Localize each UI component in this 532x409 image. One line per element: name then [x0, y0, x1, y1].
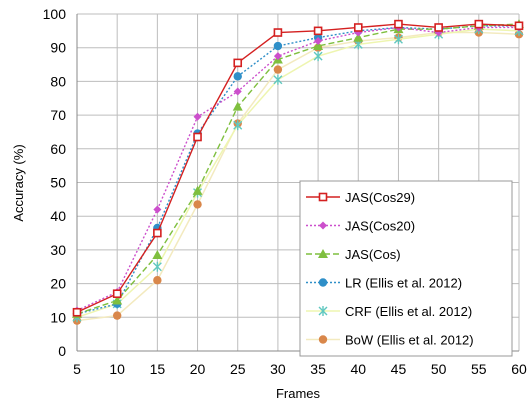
- legend-marker: [318, 278, 328, 287]
- y-tick-label: 100: [43, 6, 67, 22]
- y-tick-label: 80: [50, 73, 66, 89]
- data-point: [152, 261, 162, 272]
- series-line: [76, 23, 520, 315]
- x-tick-label: 45: [391, 361, 407, 377]
- y-tick-labels: 0 10 20 30 40 50 60 70 80 90 100: [43, 6, 67, 359]
- y-tick-label: 10: [50, 309, 66, 325]
- legend-label: BoW (Ellis et al. 2012): [345, 333, 474, 348]
- data-point: [112, 295, 123, 305]
- data-point: [393, 34, 403, 45]
- y-tick-label: 0: [58, 343, 66, 359]
- legend-label: JAS(Cos): [345, 247, 401, 262]
- legend-label: JAS(Cos29): [345, 190, 415, 205]
- data-point: [353, 23, 363, 32]
- legend-entry-2: JAS(Cos20): [306, 219, 415, 234]
- data-point: [314, 36, 323, 45]
- data-point: [153, 276, 162, 285]
- series-1: [72, 19, 524, 317]
- data-point: [153, 228, 162, 238]
- y-axis-label: Accuracy (%): [11, 144, 26, 221]
- data-point: [112, 311, 122, 320]
- legend-marker: [318, 249, 328, 258]
- data-point: [232, 101, 243, 111]
- legend-marker: [318, 192, 328, 202]
- x-tick-label: 30: [270, 361, 286, 377]
- x-tick-label: 60: [511, 361, 527, 377]
- x-tick-label: 15: [150, 361, 166, 377]
- data-point: [313, 26, 323, 36]
- series-line: [76, 31, 520, 322]
- data-point: [233, 120, 243, 131]
- data-point: [273, 41, 283, 51]
- y-tick-label: 60: [50, 141, 66, 157]
- x-tick-labels: 5 10 15 20 25 30 35 40 45 50 55 60: [73, 361, 527, 377]
- legend-label: JAS(Cos20): [345, 219, 415, 234]
- series-line: [76, 28, 520, 319]
- legend: JAS(Cos29) JAS(Cos20) JAS(Cos) LR (Ellis et…: [299, 180, 513, 357]
- x-tick-label: 5: [73, 361, 81, 377]
- series-line: [76, 26, 519, 312]
- data-point: [233, 58, 243, 68]
- series-line: [76, 23, 520, 313]
- data-point: [434, 23, 443, 32]
- x-tick-label: 20: [190, 361, 206, 377]
- data-point: [152, 249, 163, 259]
- data-point: [394, 19, 403, 29]
- legend-label: CRF (Ellis et al. 2012): [345, 304, 472, 319]
- x-tick-label: 40: [350, 361, 366, 377]
- legend-marker: [318, 306, 328, 316]
- data-point: [353, 32, 364, 42]
- legend-entry-6: BoW (Ellis et al. 2012): [306, 333, 474, 348]
- x-tick-label: 55: [471, 361, 487, 377]
- x-tick-label: 50: [431, 361, 447, 377]
- data-point: [72, 307, 82, 317]
- data-point: [273, 28, 283, 37]
- y-tick-label: 20: [50, 276, 66, 292]
- data-point: [193, 112, 202, 121]
- legend-marker: [318, 335, 328, 344]
- x-tick-label: 35: [310, 361, 326, 377]
- data-point: [192, 185, 203, 195]
- data-point: [112, 289, 122, 299]
- data-point: [233, 72, 242, 81]
- y-tick-label: 30: [50, 242, 66, 258]
- data-point: [193, 132, 202, 142]
- data-point: [153, 205, 162, 214]
- y-tick-label: 50: [50, 175, 66, 191]
- data-point: [273, 65, 283, 74]
- x-tick-label: 25: [230, 361, 246, 377]
- x-axis-label: Frames: [276, 386, 321, 401]
- legend-entry-4: LR (Ellis et al. 2012): [306, 276, 462, 291]
- legend-entry-3: JAS(Cos): [306, 247, 401, 262]
- legend-entry-5: CRF (Ellis et al. 2012): [306, 304, 472, 319]
- x-tick-label: 10: [109, 361, 125, 377]
- legend-entry-1: JAS(Cos29): [306, 190, 415, 205]
- series-line: [76, 25, 519, 315]
- data-point: [514, 21, 524, 31]
- legend-marker: [319, 221, 327, 230]
- data-point: [273, 74, 283, 85]
- y-tick-label: 40: [50, 208, 66, 224]
- data-point: [233, 87, 242, 96]
- legend-label: LR (Ellis et al. 2012): [345, 276, 462, 291]
- series-group: [72, 19, 524, 325]
- data-point: [474, 19, 484, 29]
- data-point: [313, 41, 324, 51]
- legend-box: [299, 180, 513, 357]
- y-tick-label: 90: [50, 40, 66, 56]
- data-point: [193, 200, 202, 209]
- y-tick-label: 70: [50, 107, 66, 123]
- data-point: [273, 52, 282, 61]
- data-point: [313, 51, 323, 62]
